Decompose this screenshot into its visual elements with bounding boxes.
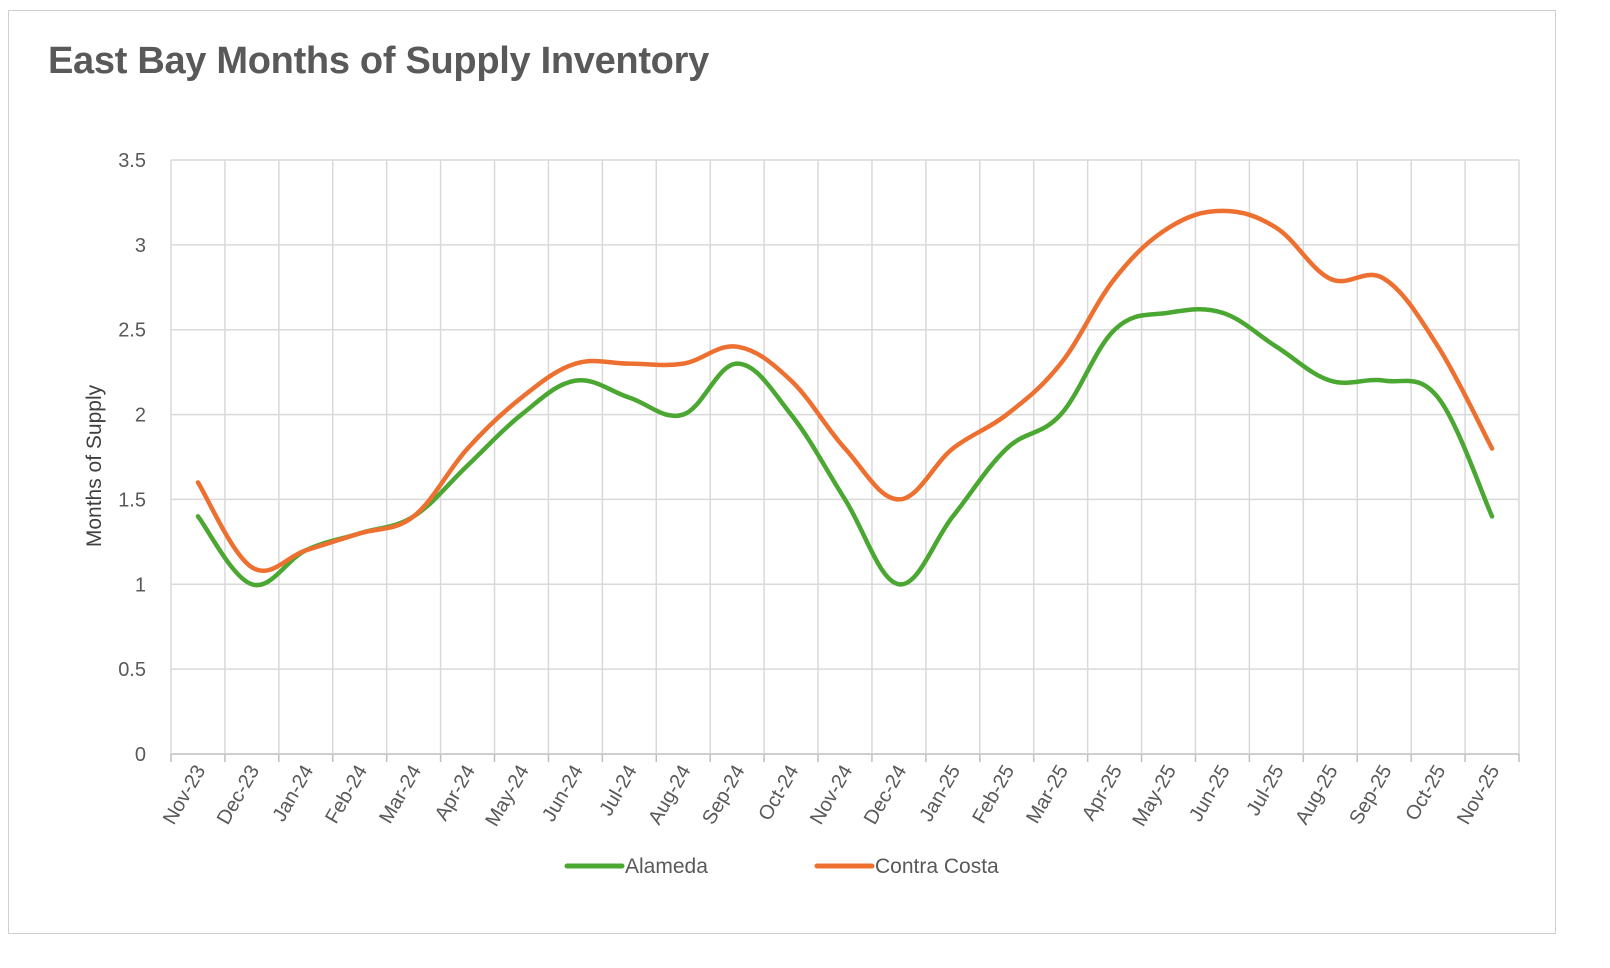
y-tick-label: 2.5 — [118, 320, 146, 342]
x-tick-label: Aug-25 — [1291, 762, 1342, 829]
legend: Alameda Contra Costa — [564, 855, 999, 878]
y-tick-label: 3.5 — [118, 150, 146, 172]
x-tick-label: Oct-24 — [754, 762, 803, 825]
y-tick-label: 0.5 — [118, 659, 146, 681]
y-tick-label: 1 — [135, 574, 146, 596]
y-tick-label: 2 — [135, 405, 146, 427]
legend-label: Contra Costa — [875, 855, 999, 878]
chart-frame — [8, 10, 1556, 934]
x-tick-label: Mar-24 — [375, 762, 426, 828]
legend-label: Alameda — [625, 855, 708, 878]
x-tick-label: Sep-24 — [698, 762, 749, 829]
x-tick-label: Jan-25 — [916, 762, 966, 826]
y-tick-label: 1.5 — [118, 489, 146, 511]
x-tick-label: Dec-24 — [860, 762, 911, 829]
y-axis-title: Months of Supply — [83, 384, 106, 547]
x-tick-label: Aug-24 — [644, 762, 695, 829]
y-tick-label: 0 — [135, 744, 146, 766]
x-tick-label: Nov-25 — [1453, 762, 1504, 829]
y-tick-label: 3 — [135, 235, 146, 257]
x-tick-label: Feb-24 — [321, 762, 372, 828]
series-lines — [195, 208, 1495, 588]
x-tick-label: May-24 — [481, 762, 533, 831]
x-axis-ticks: Nov-23 Dec-23 Jan-24 Feb-24 Mar-24 Apr-24 May-… — [159, 762, 1504, 831]
y-axis-ticks: 0 0.5 1 1.5 2 2.5 3 3.5 — [118, 150, 146, 766]
x-tick-label: Mar-25 — [1022, 762, 1073, 828]
x-tick-label: Jun-24 — [538, 762, 588, 826]
x-tick-label: Dec-23 — [213, 762, 264, 829]
series-line-contra-costa — [195, 208, 1495, 574]
x-tick-label: Oct-25 — [1401, 762, 1450, 825]
x-tick-label: Feb-25 — [968, 762, 1019, 828]
x-tick-label: Jun-25 — [1185, 762, 1235, 826]
gridlines — [170, 159, 1520, 762]
x-tick-label: Sep-25 — [1345, 762, 1396, 829]
chart-title: East Bay Months of Supply Inventory — [48, 40, 709, 82]
x-tick-label: Jul-24 — [595, 762, 641, 820]
x-tick-label: Nov-23 — [159, 762, 210, 829]
x-tick-label: Nov-24 — [806, 762, 857, 829]
x-tick-label: Apr-25 — [1078, 762, 1127, 825]
x-tick-label: Jul-25 — [1242, 762, 1288, 820]
x-tick-label: Jan-24 — [268, 762, 318, 826]
x-tick-label: Apr-24 — [431, 762, 480, 825]
x-tick-label: May-25 — [1128, 762, 1180, 831]
